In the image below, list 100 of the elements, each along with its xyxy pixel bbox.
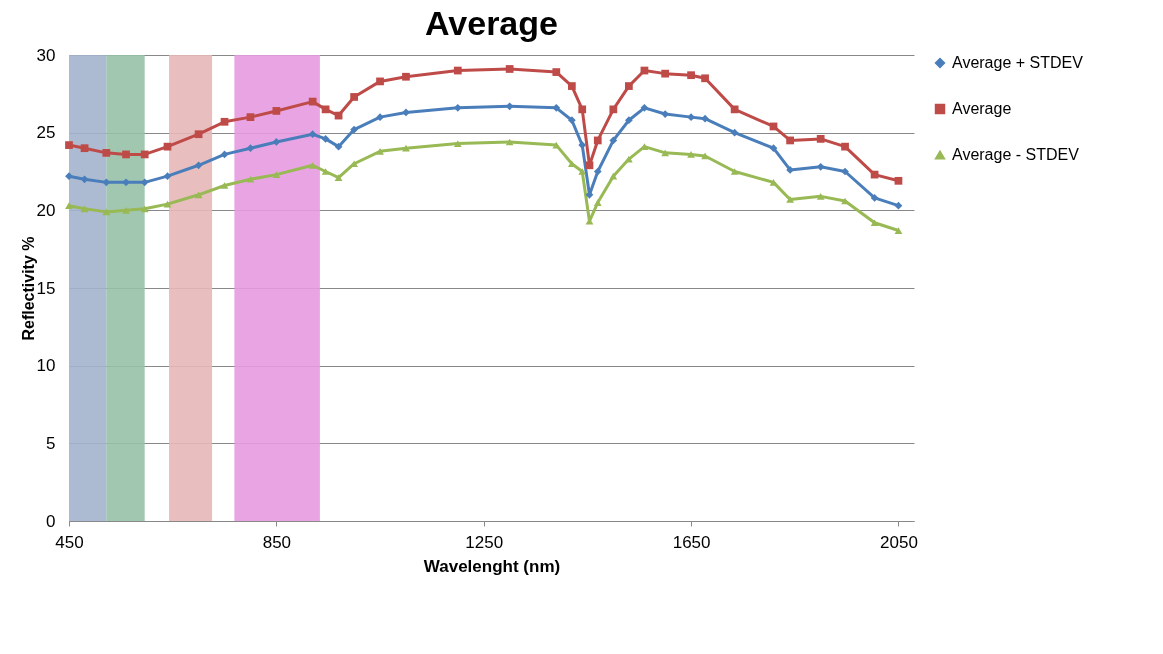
point	[593, 136, 602, 145]
point	[894, 176, 903, 185]
point	[730, 105, 739, 114]
point	[578, 105, 587, 114]
point	[376, 77, 384, 86]
x-tick-label: 450	[55, 532, 84, 552]
point	[609, 172, 618, 180]
point	[194, 130, 203, 139]
point	[321, 135, 330, 143]
point	[246, 175, 255, 183]
point	[567, 82, 576, 90]
point	[122, 206, 130, 214]
point	[140, 205, 149, 213]
y-axis-title: Reflectivity %	[19, 236, 37, 341]
x-tick-label: 2050	[880, 532, 918, 552]
point	[194, 191, 203, 199]
legend-label: Average - STDEV	[952, 146, 1080, 163]
x-tick-label: 1650	[672, 532, 711, 552]
point	[140, 150, 149, 159]
point	[505, 65, 514, 73]
point	[687, 113, 695, 122]
point	[321, 105, 330, 114]
point	[453, 66, 462, 75]
point	[402, 72, 410, 81]
point	[163, 172, 172, 181]
point	[308, 161, 317, 169]
y-tick-label: 10	[36, 356, 56, 376]
chart-title: Average	[425, 4, 558, 42]
y-tick-label: 5	[46, 433, 56, 453]
point	[841, 167, 849, 176]
point	[585, 161, 594, 170]
point	[593, 167, 602, 176]
point	[552, 68, 561, 76]
point	[102, 148, 111, 157]
point	[578, 168, 587, 175]
legend-label: Average + STDEV	[952, 54, 1084, 71]
point	[730, 128, 739, 137]
point	[453, 140, 462, 147]
point	[334, 142, 343, 151]
point	[769, 179, 778, 186]
point	[625, 116, 633, 125]
point	[220, 117, 229, 126]
point	[552, 103, 561, 112]
point	[402, 144, 410, 152]
point	[220, 182, 229, 189]
point	[122, 150, 130, 159]
point	[567, 116, 576, 125]
point	[102, 208, 111, 216]
point	[272, 138, 281, 146]
point	[246, 144, 255, 153]
point	[609, 136, 618, 145]
x-axis-title: Wavelenght (nm)	[423, 556, 561, 576]
x-tick-label: 850	[262, 532, 292, 552]
point	[376, 113, 384, 122]
point	[122, 178, 130, 187]
point	[769, 144, 778, 153]
y-tick-label: 0	[46, 511, 56, 531]
point	[65, 141, 73, 149]
point	[661, 149, 670, 157]
point	[163, 142, 172, 151]
y-tick-label: 30	[36, 45, 56, 65]
y-tick-label: 20	[36, 200, 56, 220]
point	[578, 141, 587, 149]
point	[308, 130, 317, 139]
point	[272, 171, 281, 178]
point	[376, 147, 384, 155]
point	[786, 136, 794, 145]
point	[816, 135, 825, 143]
point	[816, 193, 825, 200]
point	[609, 105, 618, 114]
point	[308, 97, 317, 106]
point	[350, 125, 358, 134]
point	[687, 71, 695, 80]
point	[816, 162, 825, 171]
point	[194, 161, 203, 170]
point	[246, 113, 255, 122]
point	[894, 227, 903, 234]
point	[730, 168, 739, 175]
y-tick-label: 25	[36, 123, 56, 143]
point	[272, 107, 281, 115]
point	[593, 199, 602, 206]
y-tick-label: 15	[36, 278, 56, 298]
point	[334, 174, 343, 182]
point	[786, 166, 794, 174]
point	[786, 196, 794, 203]
legend-label: Average	[952, 100, 1012, 117]
point	[870, 194, 879, 202]
point	[701, 114, 709, 123]
point	[625, 82, 633, 90]
point	[701, 74, 709, 83]
point	[661, 69, 670, 78]
point	[894, 201, 903, 210]
x-tick-label: 1250	[465, 532, 504, 552]
point	[640, 103, 649, 112]
point	[870, 219, 879, 227]
point	[80, 175, 89, 184]
point	[65, 172, 73, 181]
point	[80, 205, 89, 213]
point	[321, 168, 330, 175]
point	[80, 144, 89, 153]
